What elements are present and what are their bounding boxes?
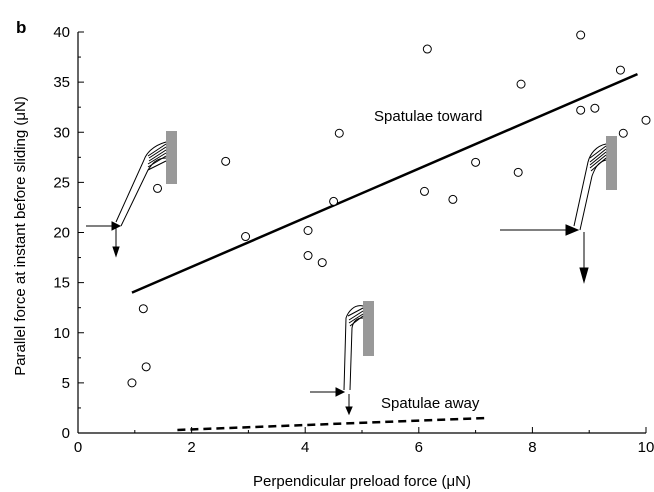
fit-line-spatulae-toward	[131, 72, 638, 294]
data-point	[241, 232, 251, 242]
seta-illustration-middle	[310, 301, 374, 416]
panel-label: b	[16, 18, 26, 37]
data-point	[141, 362, 151, 372]
axes: 0 2 4 6 8 10 0 5 10 15 20 25 30 35 40	[53, 24, 654, 456]
annotation-spatulae-away: Spatulae away	[381, 395, 480, 412]
data-point	[448, 194, 458, 204]
data-point	[618, 128, 628, 138]
x-tick-label: 0	[74, 439, 82, 456]
fit-line-spatulae-away	[177, 416, 488, 432]
data-point	[153, 183, 163, 193]
seta-illustration-right	[500, 136, 617, 284]
data-point	[576, 30, 586, 40]
y-axis-label: Parallel force at instant before sliding…	[12, 96, 29, 376]
annotation-spatulae-toward: Spatulae toward	[374, 108, 482, 125]
y-tick-label: 20	[53, 225, 70, 242]
x-axis-label: Perpendicular preload force (μN)	[253, 473, 471, 490]
y-tick-label: 15	[53, 275, 70, 292]
y-tick-label: 40	[53, 24, 70, 41]
x-tick-label: 10	[638, 439, 654, 456]
data-point	[576, 105, 586, 115]
fit-lines	[131, 72, 638, 432]
data-point	[334, 128, 344, 138]
y-tick-label: 25	[53, 174, 70, 191]
y-tick-label: 35	[53, 74, 70, 91]
data-point	[303, 225, 313, 235]
data-point	[422, 44, 432, 54]
data-point	[221, 156, 231, 166]
x-tick-label: 2	[187, 439, 195, 456]
data-point	[419, 186, 429, 196]
x-tick-label: 8	[528, 439, 536, 456]
x-tick-label: 6	[415, 439, 423, 456]
y-tick-label: 0	[62, 425, 70, 442]
data-point	[317, 258, 327, 268]
data-point	[615, 65, 625, 75]
data-point	[590, 103, 600, 113]
seta-illustration-left	[86, 131, 177, 258]
data-point	[127, 378, 137, 388]
data-point	[641, 115, 651, 125]
data-point	[471, 157, 481, 167]
data-point	[138, 304, 148, 314]
y-tick-label: 30	[53, 124, 70, 141]
data-point	[513, 167, 523, 177]
y-tick-label: 10	[53, 325, 70, 342]
data-point	[329, 196, 339, 206]
x-tick-label: 4	[301, 439, 309, 456]
data-point	[303, 251, 313, 261]
data-point	[516, 79, 526, 89]
y-tick-label: 5	[62, 375, 70, 392]
scatter-points	[127, 30, 651, 388]
